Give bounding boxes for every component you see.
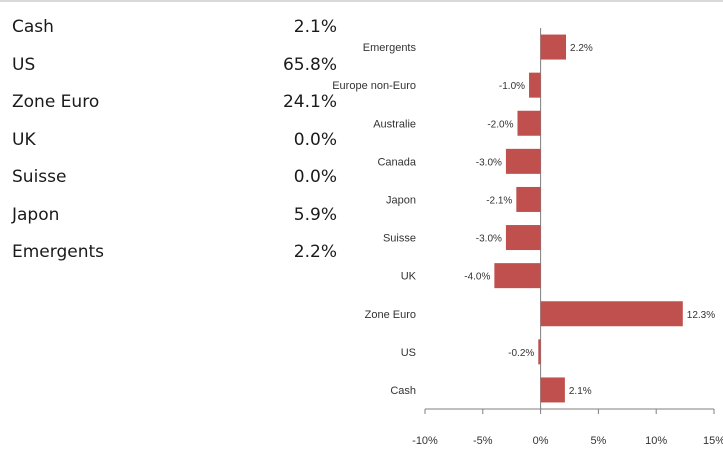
bar xyxy=(540,377,565,403)
category-label: Canada xyxy=(377,156,416,168)
allocation-value: 2.2% xyxy=(293,242,337,262)
bar xyxy=(517,110,541,136)
allocation-row-suisse: Suisse 0.0% xyxy=(12,159,337,197)
data-label: -4.0% xyxy=(464,272,490,283)
data-label: -3.0% xyxy=(476,234,502,245)
allocation-label: Cash xyxy=(12,17,54,37)
category-label: Zone Euro xyxy=(365,309,416,321)
allocation-label: Japon xyxy=(12,204,60,225)
allocation-row-uk: UK 0.0% xyxy=(12,122,337,160)
bar xyxy=(529,72,541,98)
allocation-row-emergents: Emergents 2.2% xyxy=(12,234,337,272)
allocation-row-zone-euro: Zone Euro 24.1% xyxy=(12,84,337,122)
top-divider xyxy=(0,0,723,2)
category-label: Emergents xyxy=(363,42,417,54)
category-label: Japon xyxy=(386,194,416,206)
category-label: Europe non-Euro xyxy=(332,80,416,92)
data-label: -2.1% xyxy=(486,195,512,206)
bar xyxy=(494,263,541,289)
allocation-row-japon: Japon 5.9% xyxy=(12,197,337,235)
x-tick-label: 10% xyxy=(645,435,667,447)
data-label: -1.0% xyxy=(499,81,525,92)
allocation-value: 2.1% xyxy=(293,17,337,37)
bar xyxy=(540,34,567,60)
allocation-label: US xyxy=(12,54,36,75)
data-label: -2.0% xyxy=(487,119,513,130)
allocation-label: Emergents xyxy=(12,242,104,262)
data-label: -3.0% xyxy=(476,157,502,168)
bar xyxy=(516,186,541,212)
x-tick-label: 0% xyxy=(533,435,549,447)
data-label: 12.3% xyxy=(687,310,715,321)
allocation-value: 65.8% xyxy=(282,54,337,75)
allocation-row-us: US 65.8% xyxy=(12,47,337,85)
category-label: Suisse xyxy=(383,233,416,245)
allocation-label: Zone Euro xyxy=(12,92,100,112)
bar xyxy=(538,339,541,365)
x-tick-label: 15% xyxy=(703,435,723,447)
x-tick-label: -5% xyxy=(473,435,493,447)
allocation-label: UK xyxy=(12,129,36,150)
allocation-row-cash: Cash 2.1% xyxy=(12,9,337,47)
data-label: 2.2% xyxy=(570,43,593,54)
category-label: US xyxy=(401,347,416,359)
x-tick-label: -10% xyxy=(412,435,438,447)
category-label: Australie xyxy=(373,118,416,130)
allocation-value: 0.0% xyxy=(293,167,337,187)
allocation-table: Cash 2.1% US 65.8% Zone Euro 24.1% UK 0.… xyxy=(12,9,337,272)
bar xyxy=(505,148,541,174)
x-tick-label: 5% xyxy=(590,435,606,447)
bar xyxy=(540,301,683,327)
bar xyxy=(505,225,541,251)
category-label: Cash xyxy=(390,385,416,397)
allocation-value: 0.0% xyxy=(293,129,337,150)
data-label: -0.2% xyxy=(508,348,534,359)
allocation-label: Suisse xyxy=(12,167,67,187)
allocation-value: 5.9% xyxy=(293,204,337,225)
data-label: 2.1% xyxy=(569,386,592,397)
allocation-value: 24.1% xyxy=(282,92,337,112)
category-label: UK xyxy=(401,271,417,283)
